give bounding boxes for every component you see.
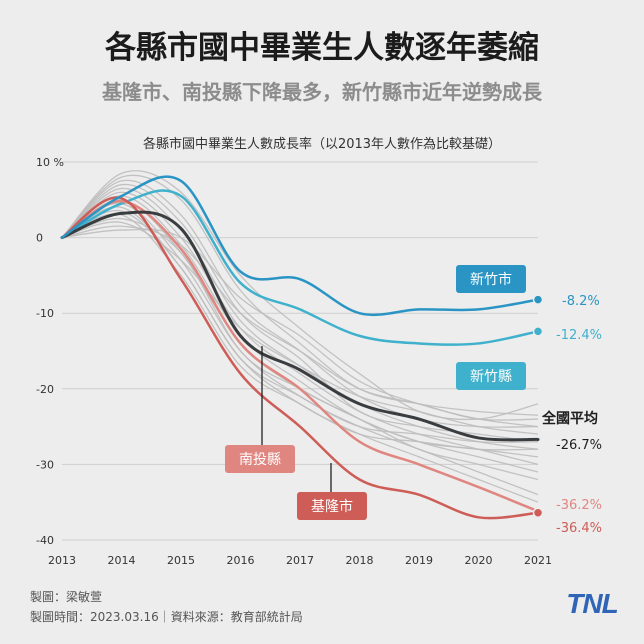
county-line (61, 199, 539, 481)
annotation-label: 南投縣 (239, 452, 281, 468)
series-end-label: -8.2% (562, 294, 600, 309)
footer-meta: 製圖時間：2023.03.16｜資料來源：教育部統計局 (30, 610, 303, 624)
annotation-label: 基隆市 (311, 498, 353, 515)
x-tick-label: 2018 (346, 554, 374, 567)
y-tick-label: -30 (36, 458, 54, 471)
series-line (60, 210, 540, 442)
footer-credit: 製圖：梁敏萱 (30, 590, 103, 604)
page-subtitle: 基隆市、南投縣下降最多，新竹縣市近年逆勢成長 (102, 80, 542, 104)
series-end-point (532, 507, 544, 519)
line-chart: 各縣市國中畢業生人數成長率（以2013年人數作為比較基礎） 10 % 0 -10 -2… (36, 136, 602, 567)
series-line (60, 196, 540, 520)
x-tick-label: 2020 (465, 554, 493, 567)
county-line (61, 228, 539, 428)
county-line (61, 225, 539, 421)
x-tick-label: 2019 (405, 554, 433, 567)
x-tick-label: 2017 (286, 554, 314, 567)
y-tick-label: 10 % (36, 156, 64, 169)
series-line (60, 189, 540, 346)
county-line (61, 174, 539, 416)
y-axis: 10 % 0 -10 -20 -30 -40 (36, 156, 64, 547)
annotation-box (297, 492, 367, 520)
x-tick-label: 2016 (227, 554, 255, 567)
y-tick-label: -10 (36, 307, 54, 320)
series-end-point (532, 326, 544, 337)
annotation-label: 全國平均 (541, 410, 598, 427)
x-tick-label: 2021 (524, 554, 552, 567)
county-line (61, 213, 539, 451)
county-line (61, 209, 539, 443)
y-tick-label: -20 (36, 383, 54, 396)
other-county-lines (61, 170, 539, 503)
annotation-label: 新竹市 (470, 271, 512, 288)
x-tick-label: 2013 (48, 554, 76, 567)
county-line (61, 179, 539, 428)
series-end-label: -12.4% (556, 328, 602, 343)
page-title: 各縣市國中畢業生人數逐年萎縮 (105, 30, 539, 66)
y-tick-label: 0 (36, 232, 43, 245)
series-end-label: -36.4% (556, 521, 602, 536)
series-line (60, 175, 540, 317)
series-end-label: -26.7% (556, 438, 602, 453)
annotation-box (456, 265, 526, 293)
x-tick-label: 2014 (108, 554, 136, 567)
y-tick-label: -40 (36, 534, 54, 547)
x-axis: 2013 2014 2015 2016 2017 2018 2019 2020 2021 (48, 554, 552, 567)
county-line (61, 202, 539, 496)
highlighted-series (60, 175, 544, 520)
county-line (61, 206, 539, 503)
svg-text:TNL: TNL (566, 588, 617, 619)
annotation-label: 新竹縣 (470, 369, 512, 385)
x-tick-label: 2015 (167, 554, 195, 567)
county-line (61, 195, 539, 473)
brand-logo: TNL (566, 588, 618, 619)
annotation-box (456, 362, 526, 390)
series-end-point (532, 294, 544, 305)
series-end-label: -36.2% (556, 498, 602, 513)
chart-title: 各縣市國中畢業生人數成長率（以2013年人數作為比較基礎） (143, 136, 501, 152)
county-line (61, 170, 539, 421)
series-line (60, 200, 540, 513)
annotation-box (225, 445, 295, 473)
series-end-labels: -8.2% -12.4% -26.7% -36.2% -36.4% (556, 294, 602, 536)
county-line (61, 217, 539, 458)
